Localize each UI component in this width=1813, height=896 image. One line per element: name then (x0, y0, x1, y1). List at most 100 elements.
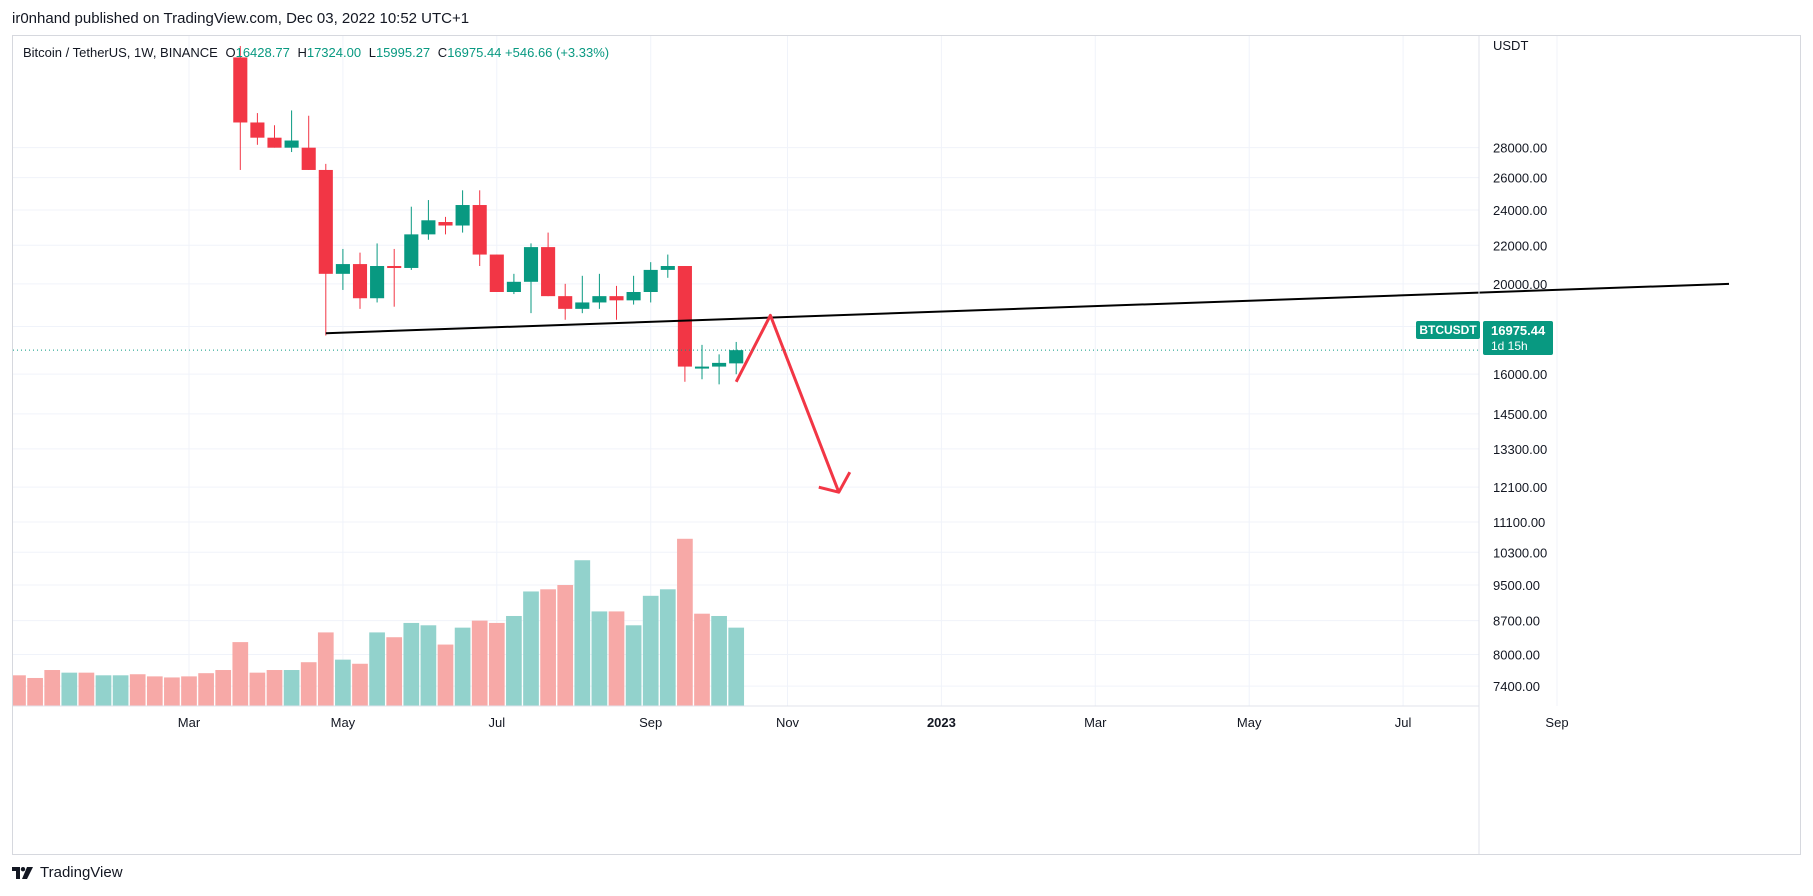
candle[interactable] (301, 115, 316, 170)
tradingview-logo-icon[interactable] (12, 866, 34, 879)
forecast-arrowhead (818, 471, 852, 494)
candle-body (506, 281, 521, 292)
volume-bar (369, 632, 385, 706)
volume-bar (642, 595, 659, 706)
candle-body (558, 296, 573, 309)
volume-bar (591, 611, 608, 706)
candle-body (677, 266, 692, 367)
candle[interactable] (677, 266, 692, 382)
y-axis: 28000.00 26000.00 24000.00 22000.00 20000.00… (1493, 141, 1547, 694)
candle[interactable] (489, 254, 504, 292)
candle-body (233, 57, 248, 123)
candle[interactable] (250, 113, 265, 145)
footer-brand[interactable]: TradingView (40, 864, 123, 881)
candle[interactable] (506, 273, 521, 295)
candle[interactable] (421, 200, 436, 240)
price-badge-countdown: 1d 15h (1491, 339, 1528, 353)
candle-body (438, 222, 453, 226)
y-tick-label: 13300.00 (1493, 442, 1547, 457)
candle-body (352, 264, 368, 299)
close-label: C (437, 45, 448, 60)
volume-bar (625, 625, 642, 706)
candle[interactable] (233, 46, 248, 170)
x-tick-label: May (331, 715, 356, 730)
volume-bar (198, 673, 214, 706)
volume-bar (317, 632, 334, 706)
candle-body (370, 266, 385, 299)
volume-bar (27, 677, 43, 706)
high-label: H (297, 45, 307, 60)
candle[interactable] (643, 262, 658, 303)
candle[interactable] (575, 275, 590, 314)
candle[interactable] (387, 248, 402, 307)
chart-frame[interactable]: USDT 28000.00 26000.00 24000.00 22000.00 200… (12, 35, 1801, 855)
candle[interactable] (523, 243, 539, 314)
volume-bar (232, 642, 249, 706)
volume-bar (352, 663, 368, 706)
candle[interactable] (370, 243, 385, 303)
candle[interactable] (318, 163, 333, 336)
symbol-title[interactable]: Bitcoin / TetherUS, 1W, BINANCE (23, 45, 218, 60)
volume-bar (574, 560, 591, 706)
candle[interactable] (729, 341, 744, 375)
volume-bar (283, 670, 300, 706)
candle[interactable] (284, 110, 299, 153)
open-label: O (225, 45, 236, 60)
x-tick-label: Mar (1084, 715, 1107, 730)
candle-body (729, 350, 744, 364)
candle[interactable] (626, 275, 641, 305)
volume-bar (181, 676, 197, 706)
candle[interactable] (335, 248, 350, 290)
y-tick-label: 14500.00 (1493, 407, 1547, 422)
currency-label: USDT (1493, 38, 1528, 53)
candle[interactable] (455, 190, 470, 233)
y-tick-label: 9500.00 (1493, 578, 1540, 593)
candle-body (660, 266, 675, 270)
candle-body (541, 247, 556, 297)
candle[interactable] (712, 354, 727, 385)
candle[interactable] (558, 283, 573, 320)
candle-body (421, 220, 436, 235)
candle-body (318, 169, 333, 274)
y-tick-label: 20000.00 (1493, 277, 1547, 292)
candle[interactable] (609, 285, 624, 320)
volume-bar (420, 625, 437, 706)
volume-bar (112, 675, 129, 706)
low-label: L (368, 45, 376, 60)
candle-body (643, 269, 658, 292)
candle[interactable] (541, 232, 556, 297)
volume-bar (215, 670, 232, 706)
drawing-layer (325, 282, 1730, 494)
volume-bar (146, 676, 163, 706)
volume-bar (711, 615, 727, 706)
candle[interactable] (592, 273, 607, 309)
y-tick-label: 28000.00 (1493, 141, 1547, 156)
trendline[interactable] (325, 282, 1730, 335)
ohlc-legend: Bitcoin / TetherUS, 1W, BINANCE O16428.7… (23, 45, 609, 60)
candle-body (489, 254, 504, 292)
chart-canvas[interactable]: USDT 28000.00 26000.00 24000.00 22000.00 200… (13, 36, 1800, 854)
volume-bar (471, 620, 488, 706)
price-badge-bg (1483, 321, 1553, 355)
forecast-arrow[interactable] (734, 313, 841, 493)
candle[interactable] (267, 125, 282, 148)
volume-bar (694, 613, 710, 706)
candle[interactable] (352, 252, 368, 309)
candle[interactable] (438, 216, 453, 235)
volume-bar (13, 675, 26, 706)
candle-body (387, 266, 402, 269)
x-tick-label: May (1237, 715, 1262, 730)
low-value: 15995.27 (375, 45, 431, 60)
candle-body (250, 122, 265, 138)
volume-bar (95, 675, 112, 706)
candle[interactable] (660, 254, 675, 278)
y-tick-label: 26000.00 (1493, 171, 1547, 186)
y-tick-label: 8000.00 (1493, 648, 1540, 663)
candle-body (626, 291, 641, 301)
candle[interactable] (404, 206, 419, 270)
x-axis: Mar May Jul Sep Nov 2023 Mar May Jul Sep (13, 705, 1569, 730)
high-value: 17324.00 (306, 45, 362, 60)
candle[interactable] (472, 190, 487, 267)
volume-bar (44, 670, 61, 706)
x-tick-label: Nov (776, 715, 800, 730)
